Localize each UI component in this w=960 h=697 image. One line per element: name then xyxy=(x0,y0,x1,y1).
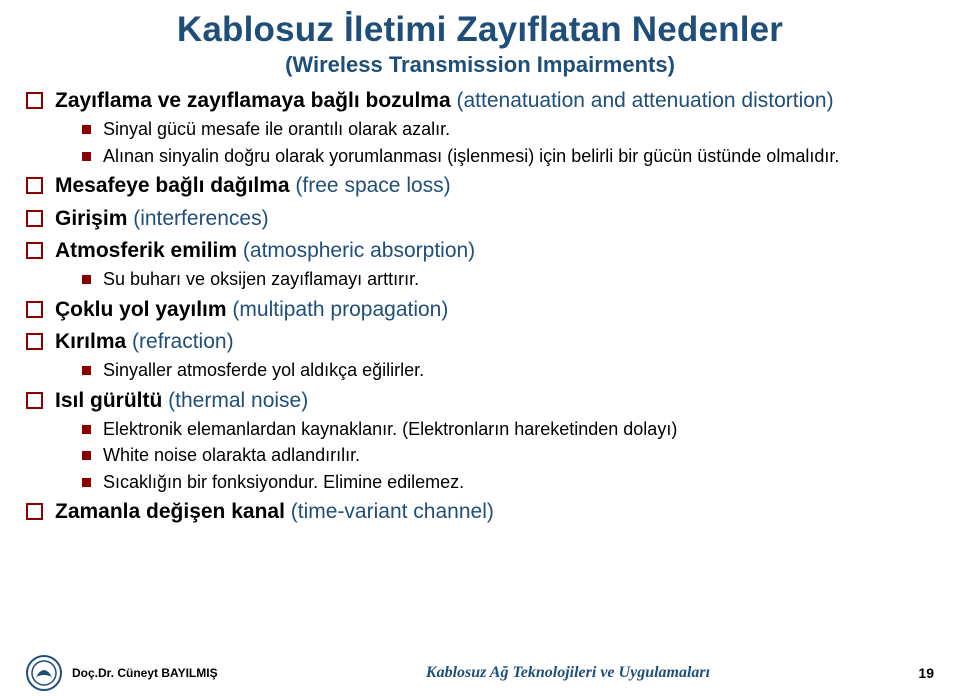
slide: Kablosuz İletimi Zayıflatan Nedenler (Wi… xyxy=(0,0,960,697)
list-item-bold: Zamanla değişen kanal xyxy=(55,500,285,523)
sub-list-item-row: White noise olarakta adlandırılır. xyxy=(82,444,934,467)
footer-left: Doç.Dr. Cüneyt BAYILMIŞ xyxy=(26,655,218,691)
sub-list-item-row: Sıcaklığın bir fonksiyondur. Elimine edi… xyxy=(82,471,934,494)
list-item-bold: Mesafeye bağlı dağılma xyxy=(55,174,290,197)
small-square-bullet-icon xyxy=(82,425,91,434)
sub-list-item-text: Sıcaklığın bir fonksiyondur. Elimine edi… xyxy=(103,471,464,494)
small-square-bullet-icon xyxy=(82,451,91,460)
square-bullet-icon xyxy=(26,333,43,350)
sub-list-item-text: Elektronik elemanlardan kaynaklanır. (El… xyxy=(103,418,677,441)
sub-list-item: Sinyal gücü mesafe ile orantılı olarak a… xyxy=(82,118,934,141)
list-item-blue: (interferences) xyxy=(127,207,268,230)
square-bullet-icon xyxy=(26,92,43,109)
slide-subtitle: (Wireless Transmission Impairments) xyxy=(26,52,934,78)
list-item-text: Çoklu yol yayılım (multipath propagation… xyxy=(55,297,448,323)
list-item: Mesafeye bağlı dağılma (free space loss) xyxy=(26,173,934,199)
title-block: Kablosuz İletimi Zayıflatan Nedenler (Wi… xyxy=(26,10,934,78)
list-item-bold: Girişim xyxy=(55,207,127,230)
list-item-text: Girişim (interferences) xyxy=(55,206,269,232)
list-item: Zayıflama ve zayıflamaya bağlı bozulma (… xyxy=(26,88,934,167)
sub-list-item: Alınan sinyalin doğru olarak yorumlanmas… xyxy=(82,145,934,168)
list-item-row: Zamanla değişen kanal (time-variant chan… xyxy=(26,499,934,525)
list-item-row: Kırılma (refraction) xyxy=(26,329,934,355)
list-item-blue: (free space loss) xyxy=(290,174,451,197)
author-name: Doç.Dr. Cüneyt BAYILMIŞ xyxy=(72,666,218,680)
list-item-blue: (refraction) xyxy=(126,330,233,353)
list-item-blue: (attenatuation and attenuation distortio… xyxy=(451,89,834,112)
slide-title: Kablosuz İletimi Zayıflatan Nedenler xyxy=(26,10,934,50)
list-item-row: Isıl gürültü (thermal noise) xyxy=(26,388,934,414)
square-bullet-icon xyxy=(26,392,43,409)
list-item-row: Girişim (interferences) xyxy=(26,206,934,232)
list-item-text: Kırılma (refraction) xyxy=(55,329,234,355)
list-item-blue: (time-variant channel) xyxy=(285,500,494,523)
sub-list-item-row: Sinyaller atmosferde yol aldıkça eğilirl… xyxy=(82,359,934,382)
list-item: Çoklu yol yayılım (multipath propagation… xyxy=(26,297,934,323)
sub-list-item-text: White noise olarakta adlandırılır. xyxy=(103,444,360,467)
list-item-bold: Atmosferik emilim xyxy=(55,239,237,262)
list-item: Kırılma (refraction) Sinyaller atmosferde… xyxy=(26,329,934,382)
bullet-list: Zayıflama ve zayıflamaya bağlı bozulma (… xyxy=(26,88,934,526)
list-item-row: Atmosferik emilim (atmospheric absorptio… xyxy=(26,238,934,264)
sub-list: Su buharı ve oksijen zayıflamayı arttırı… xyxy=(82,268,934,291)
list-item-row: Çoklu yol yayılım (multipath propagation… xyxy=(26,297,934,323)
list-item: Atmosferik emilim (atmospheric absorptio… xyxy=(26,238,934,291)
sub-list: Elektronik elemanlardan kaynaklanır. (El… xyxy=(82,418,934,494)
square-bullet-icon xyxy=(26,301,43,318)
sub-list-item-row: Elektronik elemanlardan kaynaklanır. (El… xyxy=(82,418,934,441)
sub-list-item: White noise olarakta adlandırılır. xyxy=(82,444,934,467)
list-item-text: Mesafeye bağlı dağılma (free space loss) xyxy=(55,173,451,199)
list-item-blue: (multipath propagation) xyxy=(227,298,449,321)
footer: Doç.Dr. Cüneyt BAYILMIŞ Kablosuz Ağ Tekn… xyxy=(26,655,934,691)
sub-list-item: Sıcaklığın bir fonksiyondur. Elimine edi… xyxy=(82,471,934,494)
sub-list-item-text: Sinyal gücü mesafe ile orantılı olarak a… xyxy=(103,118,450,141)
list-item: Girişim (interferences) xyxy=(26,206,934,232)
sub-list-item: Sinyaller atmosferde yol aldıkça eğilirl… xyxy=(82,359,934,382)
list-item-bold: Çoklu yol yayılım xyxy=(55,298,227,321)
list-item-text: Zayıflama ve zayıflamaya bağlı bozulma (… xyxy=(55,88,834,114)
small-square-bullet-icon xyxy=(82,152,91,161)
list-item-text: Zamanla değişen kanal (time-variant chan… xyxy=(55,499,494,525)
list-item-bold: Zayıflama ve zayıflamaya bağlı bozulma xyxy=(55,89,451,112)
sub-list-item-text: Sinyaller atmosferde yol aldıkça eğilirl… xyxy=(103,359,424,382)
footer-course-title: Kablosuz Ağ Teknolojileri ve Uygulamalar… xyxy=(426,664,710,682)
sub-list: Sinyaller atmosferde yol aldıkça eğilirl… xyxy=(82,359,934,382)
sub-list-item: Su buharı ve oksijen zayıflamayı arttırı… xyxy=(82,268,934,291)
square-bullet-icon xyxy=(26,503,43,520)
list-item-blue: (thermal noise) xyxy=(162,389,308,412)
list-item-row: Zayıflama ve zayıflamaya bağlı bozulma (… xyxy=(26,88,934,114)
list-item-bold: Isıl gürültü xyxy=(55,389,162,412)
list-item-text: Isıl gürültü (thermal noise) xyxy=(55,388,308,414)
sub-list-item-text: Alınan sinyalin doğru olarak yorumlanmas… xyxy=(103,145,839,168)
sub-list-item: Elektronik elemanlardan kaynaklanır. (El… xyxy=(82,418,934,441)
small-square-bullet-icon xyxy=(82,366,91,375)
square-bullet-icon xyxy=(26,210,43,227)
sub-list-item-text: Su buharı ve oksijen zayıflamayı arttırı… xyxy=(103,268,419,291)
list-item: Zamanla değişen kanal (time-variant chan… xyxy=(26,499,934,525)
square-bullet-icon xyxy=(26,177,43,194)
sub-list-item-row: Sinyal gücü mesafe ile orantılı olarak a… xyxy=(82,118,934,141)
list-item-text: Atmosferik emilim (atmospheric absorptio… xyxy=(55,238,475,264)
university-logo-icon xyxy=(26,655,62,691)
small-square-bullet-icon xyxy=(82,125,91,134)
sub-list: Sinyal gücü mesafe ile orantılı olarak a… xyxy=(82,118,934,167)
page-number: 19 xyxy=(918,665,934,681)
sub-list-item-row: Alınan sinyalin doğru olarak yorumlanmas… xyxy=(82,145,934,168)
small-square-bullet-icon xyxy=(82,275,91,284)
sub-list-item-row: Su buharı ve oksijen zayıflamayı arttırı… xyxy=(82,268,934,291)
list-item-bold: Kırılma xyxy=(55,330,126,353)
small-square-bullet-icon xyxy=(82,478,91,487)
list-item-row: Mesafeye bağlı dağılma (free space loss) xyxy=(26,173,934,199)
square-bullet-icon xyxy=(26,242,43,259)
list-item: Isıl gürültü (thermal noise) Elektronik e… xyxy=(26,388,934,494)
list-item-blue: (atmospheric absorption) xyxy=(237,239,475,262)
